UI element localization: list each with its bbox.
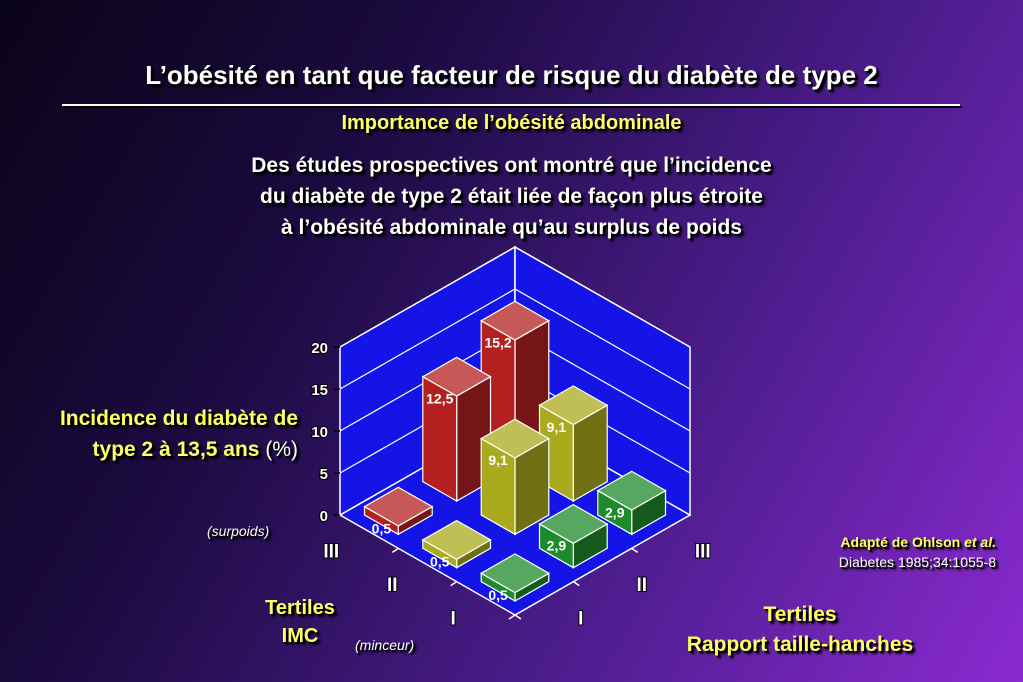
slide-title: L’obésité en tant que facteur de risque …: [145, 60, 878, 90]
bar-top-face: [479, 300, 551, 341]
z-axis-title-line: Tertiles: [763, 603, 837, 626]
x-axis-title-line: IMC: [281, 625, 319, 647]
bar-top-face: [421, 356, 492, 397]
source-citation: Adapté de Ohlson et al. Diabetes 1985;34…: [760, 532, 996, 572]
z-tick-label: III: [695, 542, 711, 563]
bar-top-face: [596, 470, 667, 511]
y-tick-label: 10: [311, 424, 328, 441]
source-journal: Diabetes 1985;34:1055-8: [838, 554, 996, 570]
gridline: [339, 246, 691, 348]
x-tick-label: I: [451, 608, 456, 629]
y-axis-title: Incidence du diabète de type 2 à 13,5 an…: [0, 403, 298, 465]
x-axis-title: Tertiles IMC: [240, 594, 360, 650]
bar-value-label: 0,5: [430, 554, 450, 570]
bar-value-label: 2,9: [605, 504, 625, 520]
y-axis-title-text: type 2 à 13,5 ans: [92, 438, 260, 461]
y-axis-title-line: Incidence du diabète de: [59, 407, 298, 430]
slide-subtitle: Importance de l’obésité abdominale: [341, 112, 682, 134]
y-axis-title-line: type 2 à 13,5 ans (%): [0, 434, 298, 465]
bar-top-face: [421, 519, 492, 560]
description-line: du diabète de type 2 était liée de façon…: [260, 185, 763, 208]
y-tick-label: 0: [320, 508, 328, 525]
bar-value-label: 2,9: [547, 538, 567, 554]
bar-value-label: 15,2: [484, 334, 511, 350]
bar-top-face: [538, 385, 609, 426]
gridline: [339, 288, 691, 390]
source-author: Adapté de Ohlson: [840, 534, 965, 550]
y-axis-unit: (%): [265, 438, 298, 461]
bar-top-face: [479, 418, 551, 459]
z-tick-label: I: [578, 608, 583, 629]
z-tick-label: II: [637, 575, 648, 596]
slide-description: Des études prospectives ont montré que l…: [0, 150, 1023, 243]
bar-value-label: 0,5: [372, 520, 392, 536]
bar-top-face: [479, 553, 551, 594]
bar-value-label: 9,1: [488, 452, 508, 468]
x-tick-mark: [391, 547, 399, 553]
bar-value-label: 12,5: [426, 390, 453, 406]
annotation-minceur: (minceur): [355, 637, 415, 653]
title-rule: [62, 104, 960, 106]
z-tick-mark: [514, 614, 522, 620]
y-tick-label: 20: [311, 340, 328, 357]
x-tick-mark: [508, 614, 516, 620]
z-axis-title-line: Rapport taille-hanches: [686, 633, 914, 656]
annotation-surpoids: (surpoids): [207, 523, 270, 539]
y-tick-label: 15: [311, 382, 328, 399]
x-tick-label: II: [387, 575, 398, 596]
bar-value-label: 0,5: [488, 587, 508, 603]
description-line: Des études prospectives ont montré que l…: [251, 154, 772, 177]
z-tick-mark: [572, 581, 580, 587]
bar-value-label: 9,1: [547, 419, 567, 435]
x-axis-title-line: Tertiles: [265, 597, 335, 619]
y-tick-label: 5: [320, 466, 328, 483]
bar-top-face: [538, 503, 609, 544]
source-etal: et al.: [964, 534, 996, 550]
x-tick-mark: [450, 581, 458, 587]
x-tick-label: III: [323, 542, 339, 563]
description-line: à l’obésité abdominale qu’au surplus de …: [281, 216, 742, 239]
z-axis-title: Tertiles Rapport taille-hanches: [650, 600, 950, 660]
bar-top-face: [363, 486, 434, 527]
z-tick-mark: [631, 547, 639, 553]
